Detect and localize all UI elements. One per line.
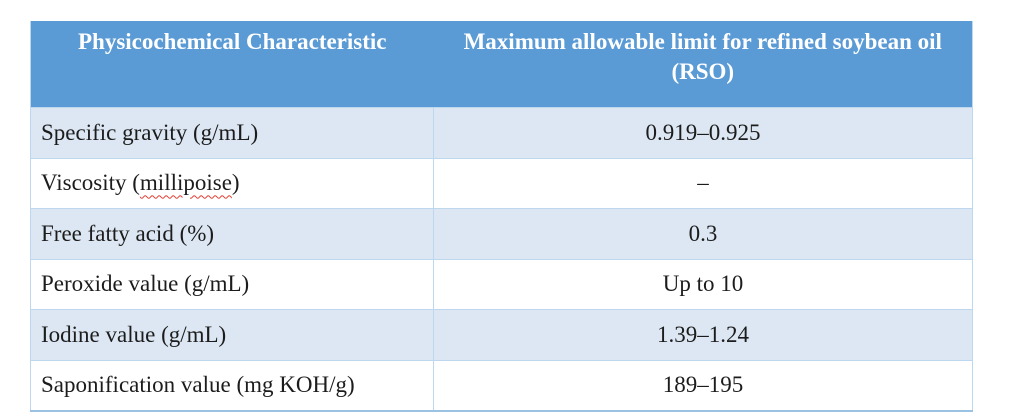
table-row-specific-gravity: Specific gravity (g/mL) 0.919–0.925 xyxy=(30,107,973,158)
cell-characteristic: Peroxide value (g/mL) xyxy=(30,258,434,310)
cell-limit: 1.39–1.24 xyxy=(433,309,973,360)
cell-limit: – xyxy=(433,157,973,209)
cell-limit: 0.919–0.925 xyxy=(433,107,973,158)
cell-characteristic: Viscosity (millipoise) xyxy=(30,157,434,209)
column-header-characteristic: Physicochemical Characteristic xyxy=(30,21,434,108)
column-header-limit: Maximum allowable limit for refined soyb… xyxy=(433,21,973,108)
table-row-saponification-value: Saponification value (mg KOH/g) 189–195 xyxy=(30,359,973,411)
table-header: Physicochemical Characteristic Maximum a… xyxy=(30,21,973,108)
table-row-iodine-value: Iodine value (g/mL) 1.39–1.24 xyxy=(30,309,973,360)
cell-limit: 189–195 xyxy=(433,359,973,411)
cell-characteristic: Specific gravity (g/mL) xyxy=(30,107,434,158)
characteristic-text-prefix: Viscosity ( xyxy=(41,170,140,196)
cell-limit: Up to 10 xyxy=(433,258,973,310)
table-row-peroxide-value: Peroxide value (g/mL) Up to 10 xyxy=(30,258,973,310)
cell-characteristic: Saponification value (mg KOH/g) xyxy=(30,359,434,411)
soybean-oil-limits-table: Physicochemical Characteristic Maximum a… xyxy=(30,21,973,412)
table-row-free-fatty-acid: Free fatty acid (%) 0.3 xyxy=(30,208,973,259)
table-body: Specific gravity (g/mL) 0.919–0.925 Visc… xyxy=(30,107,973,411)
cell-limit: 0.3 xyxy=(433,208,973,259)
soybean-oil-limits-table-container: Physicochemical Characteristic Maximum a… xyxy=(30,21,973,412)
misspelled-word: millipoise xyxy=(139,170,232,196)
cell-characteristic: Free fatty acid (%) xyxy=(30,208,434,259)
table-row-viscosity: Viscosity (millipoise) – xyxy=(30,157,973,209)
header-row: Physicochemical Characteristic Maximum a… xyxy=(30,21,973,108)
cell-characteristic: Iodine value (g/mL) xyxy=(30,309,434,360)
characteristic-text-suffix: ) xyxy=(231,170,240,196)
